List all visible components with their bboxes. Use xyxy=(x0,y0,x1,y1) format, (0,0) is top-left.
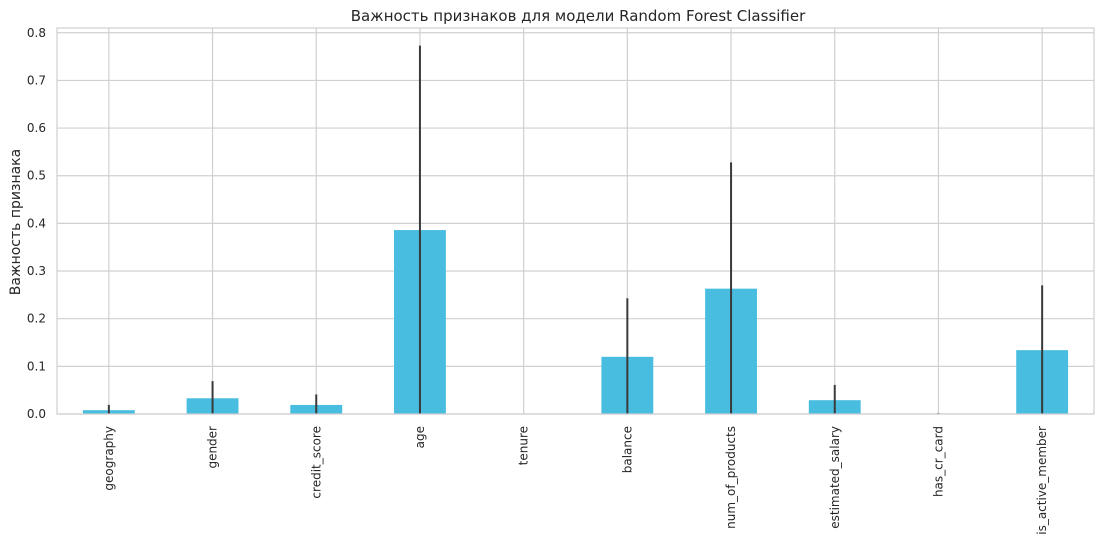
chart-title: Важность признаков для модели Random For… xyxy=(351,7,806,25)
x-tick-label: has_cr_card xyxy=(931,426,945,497)
y-axis-label: Важность признака xyxy=(8,149,24,295)
y-tick-label: 0.4 xyxy=(27,216,46,230)
grid-layer xyxy=(57,28,1094,415)
y-tick-label: 0.7 xyxy=(27,73,46,87)
x-tick-label: age xyxy=(413,426,427,448)
x-tick-label: estimated_salary xyxy=(828,426,842,529)
y-tick-label: 0.2 xyxy=(27,312,46,326)
error-bars-layer xyxy=(107,45,1044,414)
x-tick-label: geography xyxy=(102,426,116,491)
y-tick-label: 0.1 xyxy=(27,359,46,373)
x-tick-label: tenure xyxy=(517,426,531,465)
x-tick-label: credit_score xyxy=(309,426,323,499)
x-tick-label: balance xyxy=(620,426,634,473)
y-tick-label: 0.5 xyxy=(27,169,46,183)
bars-layer xyxy=(82,230,1069,414)
y-tick-label: 0.6 xyxy=(27,121,46,135)
y-tick-label: 0.8 xyxy=(27,26,46,40)
y-ticks: 0.0 0.1 0.2 0.3 0.4 0.5 0.6 0.7 0.8 xyxy=(27,26,46,421)
x-tick-label: num_of_products xyxy=(724,426,738,529)
x-tick-label: gender xyxy=(206,426,220,469)
y-tick-label: 0.0 xyxy=(27,407,46,421)
y-tick-label: 0.3 xyxy=(27,264,46,278)
axes-frame xyxy=(56,27,1095,415)
x-tick-label: is_active_member xyxy=(1035,426,1049,535)
x-ticks: geography gender credit_score age tenure bala… xyxy=(102,426,1049,535)
